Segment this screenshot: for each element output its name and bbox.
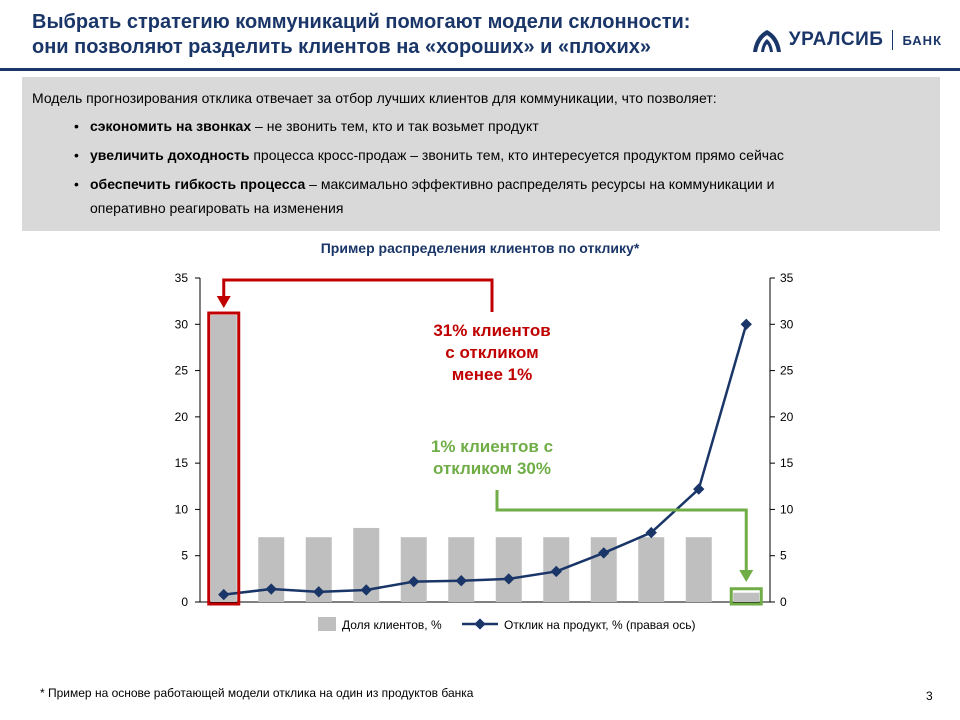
response-distribution-chart: 0 5 10 15 20 25 30 35 0 5 10 15 20 25 30 35 31% клиентов… (175, 271, 794, 632)
response-point (455, 575, 467, 587)
bullet-item: • увеличить доходность процесса кросс-пр… (32, 141, 930, 170)
response-point (218, 588, 230, 601)
red-callout-text: с откликом (445, 343, 538, 362)
uralsib-logo: УРАЛСИБ БАНК (751, 26, 942, 54)
bar (400, 537, 427, 602)
response-point (598, 547, 610, 559)
bullet-text: – не звонить тем, кто и так возьмет прод… (251, 118, 539, 134)
y-tick-label-left: 10 (175, 502, 189, 516)
y-tick-label-left: 0 (181, 595, 188, 609)
green-arrow-icon (739, 570, 754, 582)
intro-lead: Модель прогнозирования отклика отвечает … (32, 90, 717, 106)
bullet-icon: • (74, 176, 79, 192)
bar (590, 537, 617, 602)
page-number: 3 (926, 689, 933, 703)
highlight-high-response-bar (729, 587, 763, 606)
response-point (360, 584, 372, 596)
bar (448, 537, 475, 602)
bar (685, 537, 712, 602)
green-callout-line (495, 490, 748, 572)
legend-line-label: Отклик на продукт, % (правая ось) (504, 618, 695, 632)
footnote: * Пример на основе работающей модели отк… (40, 686, 474, 700)
y-tick-label-right: 20 (780, 410, 794, 424)
uralsib-emblem-icon (752, 30, 781, 52)
response-point (503, 573, 515, 585)
response-point (740, 318, 752, 330)
intro-bullets: • сэкономить на звонках – не звонить тем… (32, 112, 930, 219)
y-tick-label-left: 30 (175, 317, 189, 331)
logo-name: УРАЛСИБ (788, 29, 884, 50)
response-point (693, 483, 705, 495)
title-line-1: Выбрать стратегию коммуникаций помогают … (32, 11, 691, 33)
legend-line-marker (474, 618, 486, 630)
y-tick-label-right: 5 (780, 549, 787, 563)
y-tick-label-right: 10 (780, 502, 794, 516)
red-callout-text: менее 1% (452, 365, 533, 384)
bullet-text: – максимально эффективно распределять ре… (305, 176, 775, 192)
slide-title: Выбрать стратегию коммуникаций помогают … (32, 10, 752, 60)
bullet-bold: увеличить доходность (90, 147, 250, 163)
red-callout-line (222, 278, 494, 312)
y-tick-label-left: 25 (175, 364, 189, 378)
response-point (313, 586, 325, 598)
response-point (408, 575, 420, 588)
bullet-bold: обеспечить гибкость процесса (90, 176, 306, 192)
title-line-2: они позволяют разделить клиентов на «хор… (32, 36, 652, 58)
green-callout-text: 1% клиентов с (431, 437, 553, 456)
response-line (223, 323, 748, 596)
y-tick-label-right: 25 (780, 364, 794, 378)
bullet-continuation: оперативно реагировать на изменения (90, 200, 344, 216)
y-tick-label-left: 5 (181, 549, 188, 563)
bar (733, 592, 760, 602)
bullet-item: • обеспечить гибкость процесса – максима… (32, 170, 930, 219)
bullet-bold: сэкономить на звонках (90, 118, 252, 134)
bullet-icon: • (74, 147, 79, 163)
bullet-text: процесса кросс-продаж – звонить тем, кто… (249, 147, 784, 163)
bar (638, 537, 665, 602)
y-tick-label-right: 30 (780, 317, 794, 331)
green-callout-text: откликом 30% (433, 459, 551, 478)
y-tick-label-left: 35 (175, 271, 189, 285)
bullet-icon: • (74, 118, 79, 134)
y-tick-label-right: 15 (780, 456, 794, 470)
legend-bar-label: Доля клиентов, % (342, 618, 442, 632)
intro-panel: Модель прогнозирования отклика отвечает … (22, 77, 940, 231)
bar (495, 537, 522, 602)
response-point (550, 565, 562, 578)
response-point (265, 583, 277, 595)
y-tick-label-left: 15 (175, 456, 189, 470)
bar (210, 315, 237, 602)
header-rule (0, 68, 960, 71)
chart-title: Пример распределения клиентов по отклику… (320, 240, 640, 256)
logo-separator (892, 30, 894, 50)
y-tick-label-right: 0 (780, 595, 787, 609)
highlight-low-response-bar (207, 311, 241, 606)
legend-bar-swatch (318, 617, 336, 631)
bullet-item: • сэкономить на звонках – не звонить тем… (32, 112, 930, 141)
y-tick-label-left: 20 (175, 410, 189, 424)
y-tick-label-right: 35 (780, 271, 794, 285)
red-arrow-icon (216, 296, 231, 308)
red-callout-text: 31% клиентов (433, 321, 550, 340)
logo-bank: БАНК (902, 32, 942, 48)
response-point (645, 526, 657, 539)
